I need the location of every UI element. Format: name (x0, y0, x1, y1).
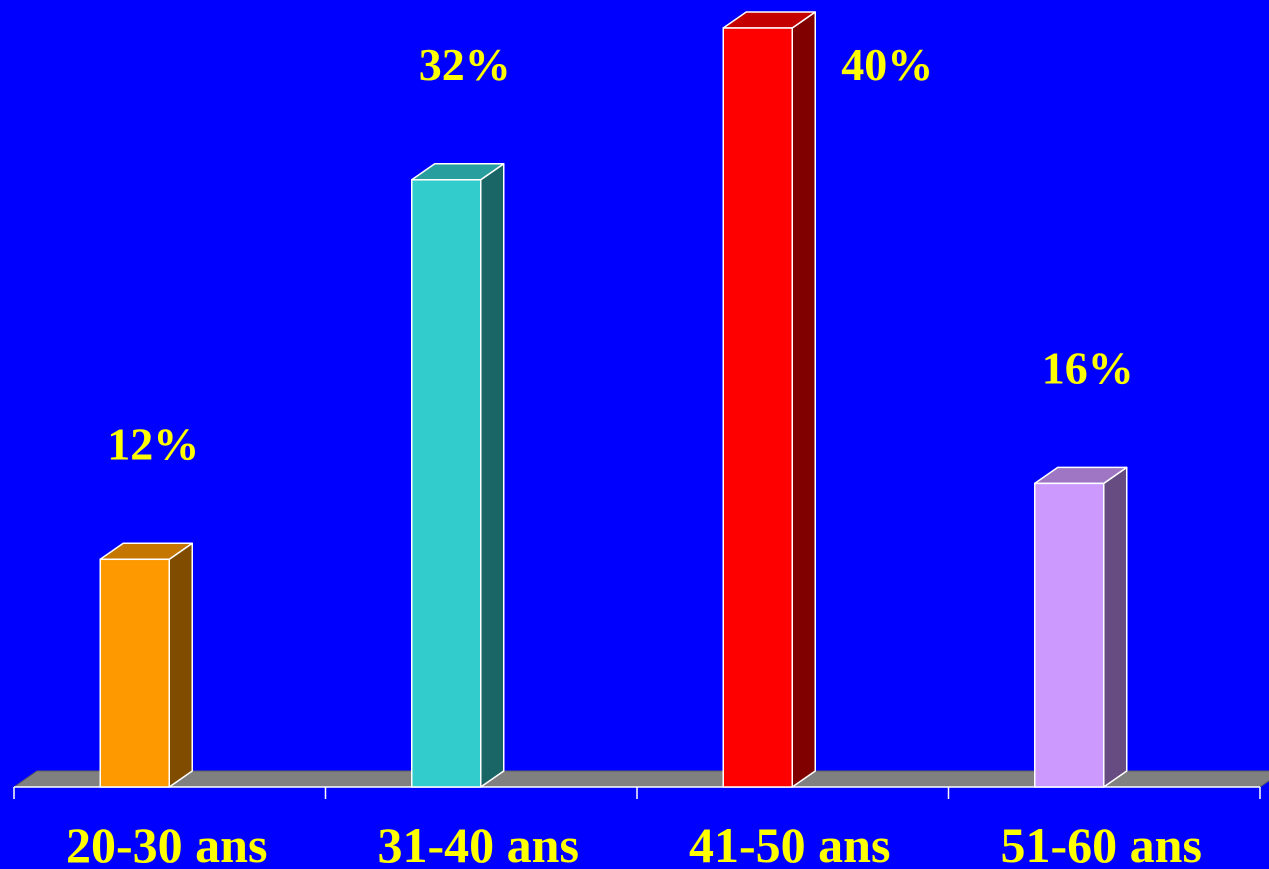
x-axis-ticks (13, 787, 1261, 799)
x-tick-label: 41-50 ans (689, 817, 890, 869)
x-tick-label: 31-40 ans (378, 817, 579, 869)
bar-side-face (1103, 466, 1128, 788)
value-labels: 12% 32% 40% 16% (107, 39, 1134, 469)
category-labels: 20-30 ans 31-40 ans 41-50 ans 51-60 ans (66, 817, 1202, 869)
bar-value-label: 40% (841, 39, 933, 90)
bar-value-label: 32% (419, 39, 511, 90)
bar (411, 163, 505, 788)
bar-side-face (791, 11, 816, 788)
bar-front-face (411, 179, 482, 788)
bar-value-label: 12% (107, 418, 199, 469)
bar-side-face (168, 542, 193, 788)
bar (1034, 466, 1128, 788)
bar-side-face (480, 163, 505, 788)
bar-front-face (722, 27, 793, 788)
bar (99, 542, 193, 788)
bar-front-face (1034, 482, 1105, 788)
bar-front-face (99, 558, 170, 788)
bars (99, 11, 1128, 788)
bar-value-label: 16% (1042, 342, 1134, 393)
x-tick-label: 51-60 ans (1001, 817, 1202, 869)
x-tick-label: 20-30 ans (66, 817, 267, 869)
bar (722, 11, 816, 788)
